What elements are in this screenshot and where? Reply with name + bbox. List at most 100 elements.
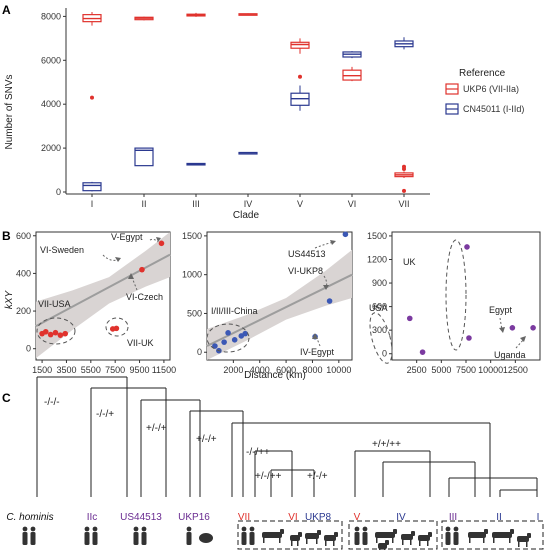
tip-label: C. hominis xyxy=(6,512,53,523)
pb3-ytick-label: 600 xyxy=(372,302,387,312)
human-icon-head xyxy=(445,526,451,532)
panel-b2-xlabel: Distance (km) xyxy=(244,370,306,381)
pb2-point xyxy=(231,337,238,343)
panel-a-ytick-label: 0 xyxy=(56,187,61,197)
tree-branch-9 xyxy=(382,461,476,497)
pb2-point xyxy=(242,330,249,337)
pb1-fit-line xyxy=(35,253,171,327)
pb3-xtick-label: 10000 xyxy=(478,365,503,375)
panel-a-xtick-label: II xyxy=(141,199,146,209)
box-iqr xyxy=(82,182,102,192)
tip-label: VI xyxy=(288,512,297,523)
sign-1: -/-/- xyxy=(44,397,60,408)
pb1-xtick-label: 1500 xyxy=(32,365,52,375)
animal-icon-leg xyxy=(325,540,327,546)
annot-v-egypt-arrow xyxy=(149,238,159,243)
pb3-point xyxy=(464,244,470,250)
tree-branch-10 xyxy=(448,477,538,497)
animal-icon-leg xyxy=(263,537,265,543)
annot-iv-egypt: IV-Egypt xyxy=(300,347,335,357)
animal-icon-head xyxy=(510,529,514,534)
pb1-xtick-label: 9500 xyxy=(130,365,150,375)
animal-icon-body xyxy=(517,536,529,542)
pb1-point xyxy=(158,240,165,247)
tree-branch-root xyxy=(36,376,128,497)
panel-b1-ylabel: kXY xyxy=(4,290,15,310)
animal-icon-body xyxy=(375,532,395,538)
box-outlier xyxy=(90,95,94,100)
annot-vi-sweden: VI-Sweden xyxy=(40,245,84,255)
animal-icon-head xyxy=(280,529,284,534)
annot-us44513-arrowhead xyxy=(330,240,336,245)
annot-vi-ukp8-arrow xyxy=(323,275,328,289)
tip-label: III xyxy=(449,512,457,523)
panel-a-xlabel: Clade xyxy=(233,210,260,221)
pb2-ytick-label: 1000 xyxy=(182,270,202,280)
sign-6: +/+/++ xyxy=(372,439,401,450)
pb1-frame xyxy=(35,231,171,361)
panel-letter-c: C xyxy=(2,391,11,405)
pb2-xtick-label: 6000 xyxy=(276,365,296,375)
animal-icon-leg xyxy=(483,537,485,543)
animal-icon-head xyxy=(393,529,397,534)
animal-icon-body xyxy=(468,532,486,538)
human-icon-head xyxy=(141,526,147,532)
tip-label: VII xyxy=(238,512,250,523)
hedgehog-icon xyxy=(199,533,213,543)
pb1-ytick-label: 0 xyxy=(26,344,31,354)
annot-vi-ukp8-arrowhead xyxy=(323,285,329,290)
human-icon-head xyxy=(453,526,459,532)
human-icon-head xyxy=(133,526,139,532)
pb1-point xyxy=(42,328,49,335)
human-icon-body xyxy=(92,532,98,545)
tree-branch-5 xyxy=(231,422,491,497)
human-icon-body xyxy=(141,532,147,545)
panel-a-boxplot: Number of SNVs Clade Reference UKP6 (VII… xyxy=(4,8,524,221)
panel-a-xtick-label: III xyxy=(192,199,200,209)
tree-branch-11 xyxy=(499,489,537,497)
tip-label: IIc xyxy=(87,512,98,523)
host-box-vii-vi xyxy=(237,520,343,550)
human-icon-body xyxy=(241,532,247,545)
annot-vi-sweden-arrowhead xyxy=(115,257,121,262)
human-icon-head xyxy=(30,526,36,532)
tip-label: IV xyxy=(396,512,406,523)
annot-uganda: Uganda xyxy=(494,350,526,360)
pb1-point xyxy=(113,325,120,332)
annot-vi-czech: VI-Czech xyxy=(126,292,163,302)
pb3-xtick-label: 2500 xyxy=(407,365,427,375)
pb1-point xyxy=(57,332,64,338)
tree-branch-2 xyxy=(90,387,167,497)
panel-a-legend: Reference UKP6 (VII-IIa) CN45011 (I-IId) xyxy=(445,68,524,115)
human-icon-body xyxy=(354,532,360,545)
annot-us44513: US44513 xyxy=(288,249,326,259)
pb1-ytick-label: 400 xyxy=(16,268,31,278)
human-icon-body xyxy=(453,532,459,545)
human-icon-head xyxy=(241,526,247,532)
pb2-xtick-label: 10000 xyxy=(326,365,351,375)
panel-a-xtick-label: V xyxy=(297,199,303,209)
pb1-xtick-label: 11500 xyxy=(152,365,176,375)
box-iqr xyxy=(134,147,154,167)
annot-iv-egypt-arrowhead xyxy=(312,333,318,339)
pb2-point xyxy=(342,231,349,238)
sign-7: +/-/++ xyxy=(255,471,282,482)
annot-v-egypt-arrowhead xyxy=(156,237,161,242)
animal-icon-leg xyxy=(410,539,412,545)
annot-us44513-arrow xyxy=(314,241,335,249)
animal-icon-body xyxy=(418,535,430,541)
animal-icon-head xyxy=(334,532,338,537)
annot-china: I/II/III-China xyxy=(211,306,258,316)
annot-vii-uk-ellipse xyxy=(105,317,129,337)
box-outlier xyxy=(402,188,406,193)
annot-usa-ellipse xyxy=(369,312,393,364)
human-icon-head xyxy=(186,526,192,532)
animal-icon-leg xyxy=(493,537,495,543)
tip-label: II xyxy=(496,512,502,523)
animal-icon-leg xyxy=(392,537,394,543)
human-icon-head xyxy=(362,526,368,532)
animal-icon-leg xyxy=(509,537,511,543)
animal-icon-leg xyxy=(419,540,421,546)
human-icon-body xyxy=(186,532,192,545)
